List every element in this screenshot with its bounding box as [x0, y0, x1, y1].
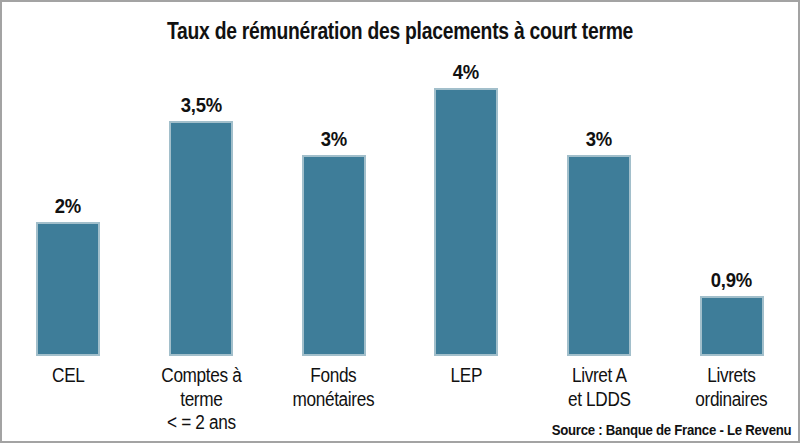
bar-value-label: 2% [55, 194, 81, 218]
bar-value-label: 4% [453, 60, 479, 84]
bar-column: 4% [400, 60, 533, 356]
bar-value-label: 3% [321, 127, 347, 151]
bar-column: 3% [267, 127, 400, 356]
bar-column: 2% [2, 194, 135, 356]
bar-category-label: Fonds monétaires [277, 364, 391, 435]
bar [302, 155, 366, 356]
bar [169, 121, 233, 356]
bar [36, 222, 100, 356]
bar-category-label: LEP [409, 364, 523, 435]
bar [700, 296, 764, 356]
bars-area: 2% 3,5% 3% 4% 3% 0,9% [2, 60, 798, 356]
bar-column: 3% [533, 127, 666, 356]
source-caption: Source : Banque de France - Le Revenu [551, 421, 791, 438]
bar-column: 3,5% [135, 93, 268, 356]
bar-column: 0,9% [665, 268, 798, 356]
bar-category-label: CEL [11, 364, 125, 435]
bar-category-label: Comptes à terme < = 2 ans [144, 364, 258, 435]
bar [434, 88, 498, 356]
bar-value-label: 0,9% [711, 268, 752, 292]
chart-title: Taux de rémunération des placements à co… [66, 18, 735, 45]
bar [567, 155, 631, 356]
bar-value-label: 3,5% [180, 93, 221, 117]
chart-panel: Taux de rémunération des placements à co… [0, 0, 800, 443]
bar-value-label: 3% [586, 127, 612, 151]
